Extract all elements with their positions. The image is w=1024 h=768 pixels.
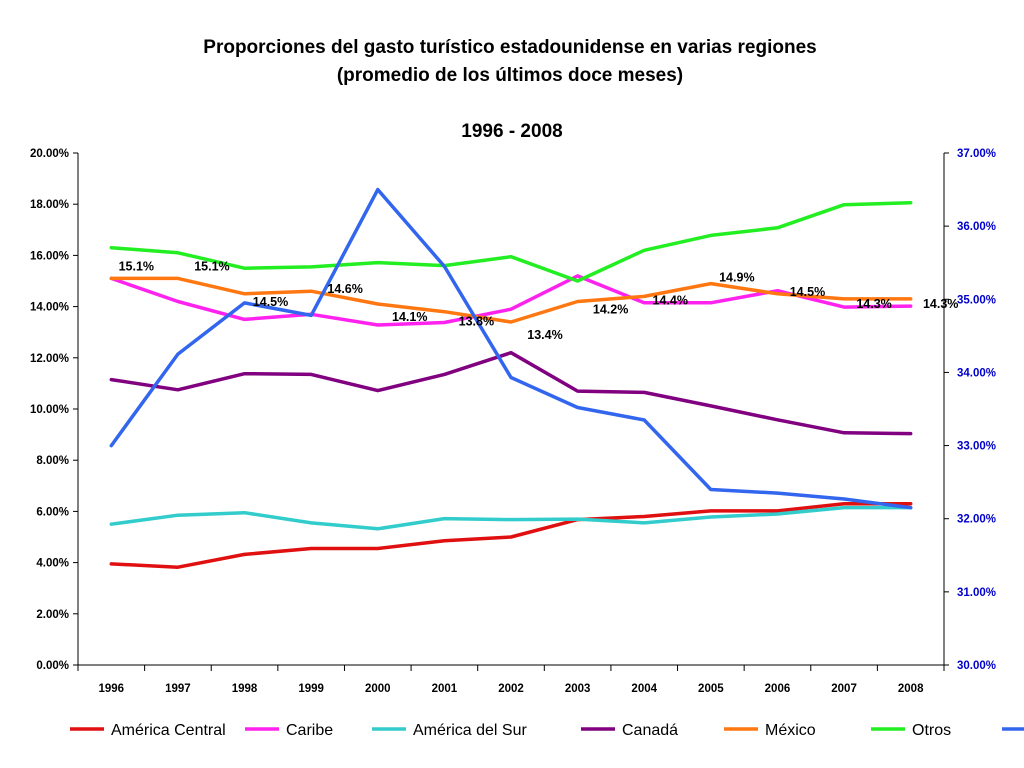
y-tick-label-left: 10.00%	[30, 404, 69, 416]
x-tick-label: 1997	[165, 683, 191, 695]
x-tick-label: 2008	[898, 683, 924, 695]
data-label: 15.1%	[194, 259, 229, 273]
y-tick-label-left: 6.00%	[36, 506, 69, 518]
y-tick-label-right: 37.00%	[957, 148, 996, 160]
x-tick-label: 2006	[765, 683, 791, 695]
data-labels: 15.1% 15.1% 14.5% 14.6% 14.1% 13.8% 13.4% 14.2%…	[119, 259, 959, 342]
legend-label: Canadá	[622, 722, 678, 739]
data-label: 14.6%	[327, 282, 362, 296]
data-label: 13.8%	[459, 315, 494, 329]
data-label: 14.3%	[856, 297, 891, 311]
x-tick-label: 2004	[631, 683, 657, 695]
x-tick-label: 1998	[232, 683, 258, 695]
axes: 0.00% 2.00% 4.00% 6.00% 8.00% 10.00% 12.00% 14.…	[30, 148, 996, 695]
x-tick-label: 1996	[99, 683, 125, 695]
x-tick-label: 2001	[432, 683, 458, 695]
series-lines	[109, 187, 913, 569]
legend-label: Otros	[912, 722, 951, 739]
series-line-caribe	[109, 274, 913, 327]
data-label: 14.3%	[923, 297, 958, 311]
chart-title-line-2: (promedio de los últimos doce meses)	[337, 65, 683, 86]
series-line-otros	[109, 200, 913, 283]
data-label: 14.4%	[653, 293, 688, 307]
y-tick-label-left: 8.00%	[36, 455, 69, 467]
y-tick-label-left: 18.00%	[30, 199, 69, 211]
y-tick-label-left: 16.00%	[30, 250, 69, 262]
series-line-canada	[109, 350, 913, 436]
data-label: 14.1%	[392, 310, 427, 324]
x-tick-label: 2002	[498, 683, 524, 695]
y-tick-label-right: 30.00%	[957, 660, 996, 672]
y-tick-label-right: 31.00%	[957, 587, 996, 599]
x-tick-label: 2000	[365, 683, 391, 695]
series-line-america-del-sur	[109, 505, 913, 531]
y-tick-label-left: 2.00%	[36, 609, 69, 621]
data-label: 14.5%	[253, 295, 288, 309]
series-line-europa	[109, 187, 913, 510]
y-tick-label-left: 0.00%	[36, 660, 69, 672]
x-tick-label: 2007	[831, 683, 857, 695]
legend-label: América Central	[111, 722, 226, 739]
x-tick-label: 2003	[565, 683, 591, 695]
y-tick-label-right: 36.00%	[957, 221, 996, 233]
legend-label: América del Sur	[413, 722, 527, 739]
chart-title-line-1: Proporciones del gasto turístico estadou…	[203, 37, 816, 58]
y-tick-label-right: 35.00%	[957, 294, 996, 306]
series-line-america-central	[109, 501, 913, 569]
x-tick-label: 1999	[298, 683, 324, 695]
legend: América Central Caribe América del Sur Cana…	[70, 722, 1024, 739]
data-label: 14.2%	[593, 302, 628, 316]
data-label: 14.5%	[790, 285, 825, 299]
y-tick-label-left: 4.00%	[36, 558, 69, 570]
series-line-mexico	[109, 276, 913, 324]
x-tick-label: 2005	[698, 683, 724, 695]
legend-label: Caribe	[286, 722, 333, 739]
data-label: 13.4%	[527, 328, 562, 342]
data-label: 14.9%	[719, 271, 754, 285]
y-tick-label-left: 12.00%	[30, 353, 69, 365]
y-tick-label-right: 33.00%	[957, 441, 996, 453]
data-label: 15.1%	[119, 259, 154, 273]
y-tick-label-right: 34.00%	[957, 367, 996, 379]
y-tick-label-left: 14.00%	[30, 302, 69, 314]
y-tick-label-right: 32.00%	[957, 514, 996, 526]
chart-title-line-3: 1996 - 2008	[461, 121, 562, 142]
legend-label: México	[765, 722, 816, 739]
y-tick-label-left: 20.00%	[30, 148, 69, 160]
